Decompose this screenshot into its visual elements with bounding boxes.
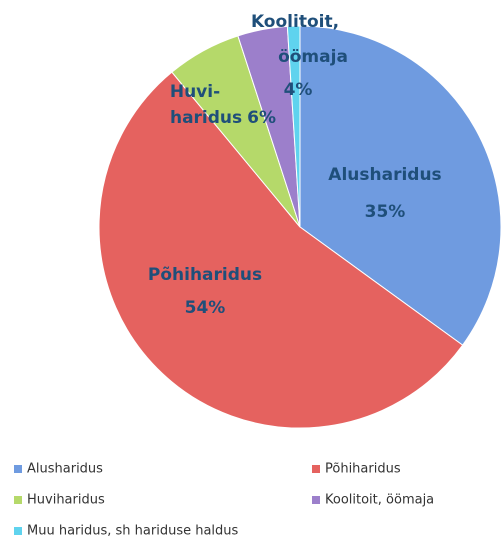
legend-swatch bbox=[312, 496, 320, 504]
slice-label-line: Alusharidus bbox=[328, 165, 441, 185]
legend-label: Muu haridus, sh hariduse haldus bbox=[27, 524, 239, 539]
legend-label: Koolitoit, öömaja bbox=[325, 493, 434, 508]
pie-slice bbox=[286, 25, 301, 228]
pie-slice bbox=[299, 25, 502, 346]
slice-label-line: Huvi- bbox=[170, 82, 220, 102]
legend-label: Põhiharidus bbox=[325, 462, 401, 477]
slice-label-line: öömaja bbox=[278, 47, 348, 67]
legend-swatch bbox=[14, 527, 22, 535]
legend-label: Huviharidus bbox=[27, 493, 105, 508]
slice-label-line: Põhiharidus bbox=[148, 265, 262, 285]
legend-swatch bbox=[14, 496, 22, 504]
slice-value-label: 35% bbox=[365, 202, 406, 222]
slice-value-label: 6% bbox=[247, 108, 276, 128]
slice-value-label: 4% bbox=[284, 80, 313, 100]
pie-slice bbox=[98, 71, 464, 429]
slice-label: haridus 6% bbox=[170, 108, 276, 128]
slice-label-line: haridus bbox=[170, 108, 242, 128]
slice-value-label: 54% bbox=[185, 298, 226, 318]
legend-swatch bbox=[312, 465, 320, 473]
slice-label-line: Koolitoit, bbox=[251, 12, 339, 32]
legend-swatch bbox=[14, 465, 22, 473]
legend-label: Alusharidus bbox=[27, 462, 103, 477]
